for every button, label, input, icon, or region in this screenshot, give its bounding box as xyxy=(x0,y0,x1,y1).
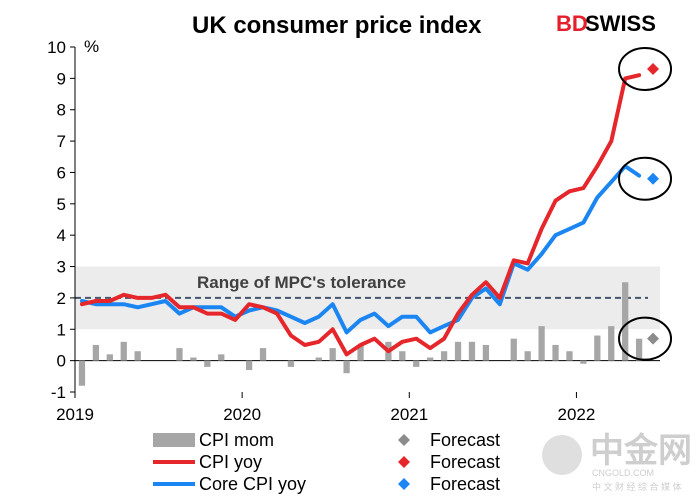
cpi-mom-bar xyxy=(399,351,406,361)
watermark-url: CNGOLD.COM xyxy=(592,468,654,478)
y-tick-label: -1 xyxy=(51,383,66,402)
y-tick-label: 0 xyxy=(57,352,66,371)
cpi-mom-bar xyxy=(566,351,573,361)
legend-label: Core CPI yoy xyxy=(199,474,306,494)
cpi-mom-bar xyxy=(204,360,211,367)
cpi-mom-bars xyxy=(78,282,643,386)
cpi-mom-bar xyxy=(357,344,364,361)
cpi-mom-bar xyxy=(635,338,643,361)
cpi-mom-bar xyxy=(594,335,601,361)
cpi-mom-bar xyxy=(510,338,517,361)
y-tick-label: 3 xyxy=(57,258,66,277)
legend-bar-swatch xyxy=(153,433,195,447)
cpi-mom-bar xyxy=(440,351,448,361)
y-tick-label: 6 xyxy=(57,163,66,182)
cngold-watermark: 中金网 CNGOLD.COM 中 文 财 经 综 合 媒 体 xyxy=(542,431,692,492)
watermark-sub: 中 文 财 经 综 合 媒 体 xyxy=(592,481,682,492)
legend-label: Forecast xyxy=(430,474,500,494)
cpi-mom-bar xyxy=(329,348,336,361)
cpi-mom-bar xyxy=(176,348,183,361)
x-tick-label: 2020 xyxy=(223,405,261,424)
cpi-mom-bar xyxy=(608,326,615,361)
legend-label: Forecast xyxy=(430,452,500,472)
forecast-gray-highlight-circle xyxy=(618,316,673,361)
cpi-mom-bar xyxy=(552,344,559,361)
tolerance-label: Range of MPC's tolerance xyxy=(197,273,406,292)
cpi-mom-bar xyxy=(190,357,197,361)
cpi-mom-bar xyxy=(524,351,531,361)
brand-bd: BD xyxy=(556,11,588,36)
cpi-mom-bar xyxy=(245,360,253,371)
forecast-blue-marker xyxy=(647,172,660,185)
cpi-mom-bar xyxy=(343,360,350,374)
cpi-mom-bar xyxy=(259,348,267,361)
forecast-red-marker xyxy=(647,62,660,75)
watermark-logo-icon xyxy=(542,435,582,475)
watermark-main: 中金网 xyxy=(590,431,692,470)
y-tick-label: 5 xyxy=(57,195,66,214)
cpi-mom-bar xyxy=(120,341,127,361)
x-tick-label: 2021 xyxy=(390,405,428,424)
cpi-mom-bar xyxy=(580,360,587,364)
chart-title: UK consumer price index xyxy=(192,12,482,39)
cpi-mom-bar xyxy=(468,341,476,361)
legend-label: CPI yoy xyxy=(199,452,262,472)
legend-label: Forecast xyxy=(430,430,500,450)
y-tick-label: 9 xyxy=(57,69,66,88)
x-tick-label: 2022 xyxy=(558,405,596,424)
cpi-mom-bar xyxy=(315,357,322,361)
brand-swiss: SWISS xyxy=(585,11,656,36)
cpi-mom-bar xyxy=(134,351,141,361)
series-lines xyxy=(80,73,642,357)
cpi-mom-bar xyxy=(218,354,225,361)
cpi-mom-bar xyxy=(427,357,434,361)
y-axis-unit: % xyxy=(84,37,99,56)
cpi-mom-bar xyxy=(413,360,420,367)
y-tick-label: 4 xyxy=(57,226,66,245)
x-tick-label: 2019 xyxy=(56,405,94,424)
legend-label: CPI mom xyxy=(199,430,274,450)
forecast-markers xyxy=(618,46,673,361)
y-tick-label: 10 xyxy=(47,38,66,57)
tick-labels: -1 0 1 2 3 4 5 6 7 8 9 10 2019 2020 2021 2022 xyxy=(47,38,595,424)
cpi-mom-bar xyxy=(482,344,490,361)
axes xyxy=(70,46,660,398)
cpi-yoy-line xyxy=(80,73,642,357)
y-tick-label: 2 xyxy=(57,289,66,308)
cpi-mom-bar xyxy=(622,282,629,361)
legend-diamond-swatch xyxy=(398,478,410,490)
cpi-mom-bar xyxy=(92,344,100,361)
y-tick-label: 8 xyxy=(57,101,66,120)
cpi-mom-bar xyxy=(287,360,295,367)
cpi-mom-bar xyxy=(454,341,462,361)
cpi-mom-bar xyxy=(538,326,545,361)
y-tick-label: 7 xyxy=(57,132,66,151)
core-cpi-yoy-line xyxy=(80,164,642,335)
legend-diamond-swatch xyxy=(398,456,410,468)
y-tick-label: 1 xyxy=(57,320,66,339)
cpi-mom-bar xyxy=(78,360,86,386)
forecast-blue-highlight-circle xyxy=(618,156,673,201)
forecast-gray-marker xyxy=(647,332,660,345)
forecast-red-highlight-circle xyxy=(618,46,673,91)
cpi-mom-bar xyxy=(106,354,113,361)
bdswiss-logo: BD SWISS xyxy=(556,11,656,36)
legend-diamond-swatch xyxy=(398,434,410,446)
